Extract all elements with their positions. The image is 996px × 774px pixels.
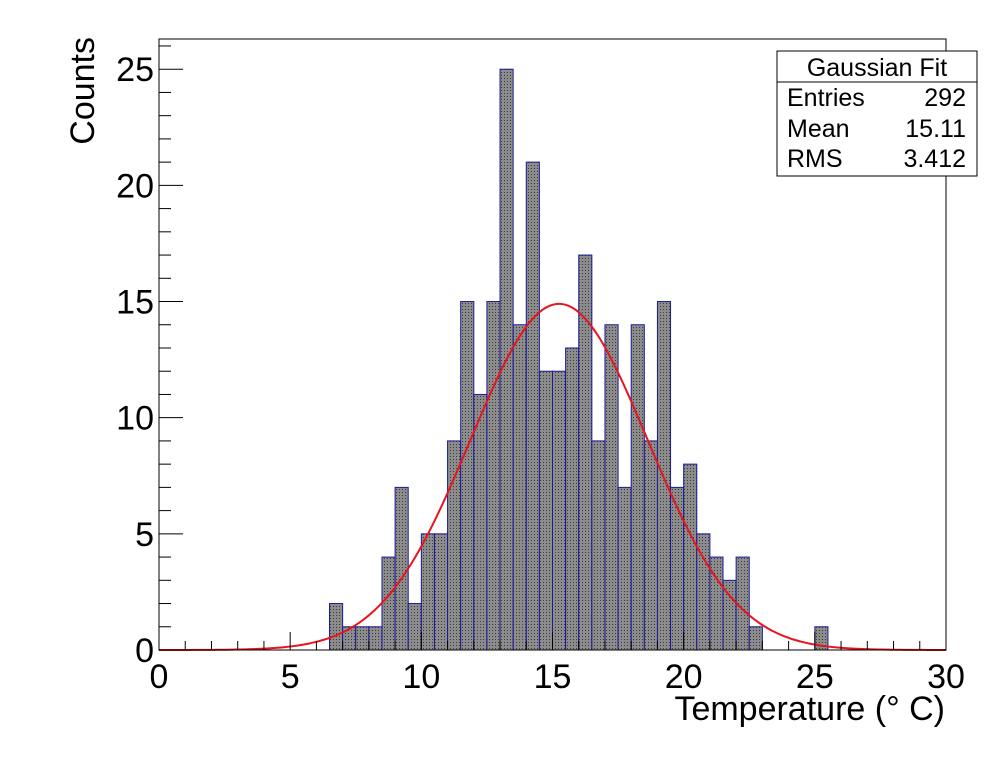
y-tick-label: 5 (135, 516, 154, 554)
stats-rms-label: RMS (787, 145, 843, 173)
histogram-bar (604, 324, 619, 651)
histogram-bar (447, 440, 462, 651)
x-axis-title: Temperature (° C) (674, 690, 945, 728)
y-tick-label: 25 (116, 51, 154, 89)
histogram-bar (591, 440, 606, 651)
x-tick-label: 30 (927, 658, 965, 696)
stats-box-title: Gaussian Fit (807, 54, 947, 82)
histogram-bar (342, 626, 357, 651)
histogram-bar (565, 347, 580, 651)
histogram-bar (748, 626, 763, 651)
y-tick-label: 15 (116, 284, 154, 322)
stats-mean-label: Mean (787, 115, 850, 143)
histogram-bar (683, 463, 698, 651)
histogram-bar (525, 161, 540, 651)
y-axis-title: Counts (64, 37, 102, 145)
histogram-bar (368, 626, 383, 651)
x-tick-label: 20 (665, 658, 703, 696)
histogram-bar (538, 370, 554, 651)
y-axis: 0 5 10 15 20 25 (116, 45, 183, 670)
x-tick-label: 0 (150, 658, 169, 696)
histogram-bar (407, 603, 422, 651)
histogram-bar (355, 626, 370, 651)
histogram-bar (630, 324, 645, 651)
y-tick-label: 10 (116, 400, 154, 438)
stats-box-frame (776, 50, 978, 177)
x-axis: 0 5 10 15 20 25 30 (150, 632, 965, 696)
histogram-bar (486, 301, 501, 651)
histogram-bar (460, 301, 475, 651)
histogram-bar (552, 370, 567, 651)
histogram-bar (473, 393, 488, 651)
x-tick-label: 25 (796, 658, 834, 696)
x-tick-label: 15 (534, 658, 572, 696)
stats-box: Gaussian Fit Entries 292 Mean 15.11 RMS … (776, 50, 978, 177)
histogram-bar (420, 533, 435, 651)
y-tick-label: 0 (135, 632, 154, 670)
stats-rms-value: 3.412 (903, 145, 966, 173)
histogram-bar (329, 603, 344, 651)
histogram-bar (512, 324, 527, 651)
x-tick-label: 5 (281, 658, 300, 696)
histogram-bar (670, 486, 685, 651)
stats-entries-label: Entries (787, 84, 865, 112)
histogram-bar (617, 486, 632, 651)
x-tick-label: 10 (402, 658, 440, 696)
stats-mean-value: 15.11 (905, 115, 966, 143)
histogram-bar (394, 486, 409, 651)
histogram-bar (433, 533, 449, 651)
stats-entries-value: 292 (924, 84, 966, 112)
histogram-bars (329, 68, 829, 651)
histogram-bar (643, 440, 658, 651)
histogram-bar (381, 556, 396, 651)
y-tick-label: 20 (116, 167, 154, 205)
